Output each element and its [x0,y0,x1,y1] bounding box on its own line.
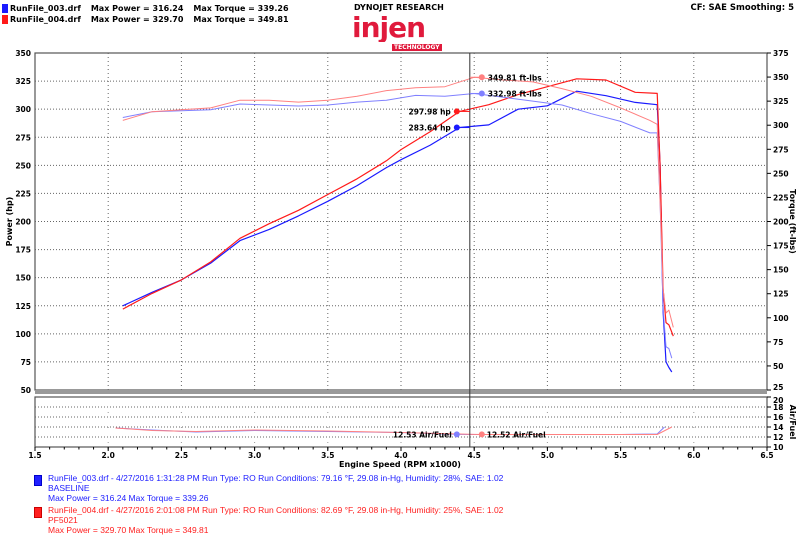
torque-marker-dot [478,90,485,97]
afr-curve-RunFile_004-drf [115,426,673,435]
power-tick-label: 250 [15,161,31,170]
torque-marker-dot [478,74,485,81]
afr-marker-dot [478,431,485,438]
legend-swatch-run-004 [34,507,42,518]
plot-divider [35,391,767,394]
power-tick-label: 100 [15,330,31,339]
x-tick-label: 3.5 [321,451,334,460]
torque-tick-label: 200 [773,218,789,227]
torque-tick-label: 325 [773,97,789,106]
power-marker-label: 297.98 hp [409,107,452,116]
power-tick-label: 275 [15,133,31,142]
x-tick-label: 2.5 [175,451,188,460]
x-tick-label: 6.0 [687,451,700,460]
power-tick-label: 325 [15,77,31,86]
afr-marker-label: 12.52 Air/Fuel [487,430,546,439]
afr-marker-dot [453,431,460,438]
x-tick-label: 6.5 [760,451,773,460]
torque-tick-label: 100 [773,314,789,323]
run-003-max-power: Max Power = 316.24 [90,3,184,13]
torque-tick-label: 250 [773,169,789,178]
afr-tick-label: 16 [773,413,783,422]
afr-tick-label: 18 [773,403,783,412]
power-tick-label: 300 [15,105,31,114]
x-tick-label: 3.0 [248,451,261,460]
afr-marker-label: 12.53 Air/Fuel [393,430,452,439]
legend-run-004-name: PF5021 [48,515,78,525]
x-tick-label: 1.5 [28,451,41,460]
run-003-header: RunFile_003.drf [10,3,81,13]
afr-plot-frame [34,396,768,448]
run-003-header-row: RunFile_003.drf Max Power = 316.24 Max T… [2,3,289,13]
torque-tick-label: 225 [773,193,789,202]
run-004-header-row: RunFile_004.drf Max Power = 329.70 Max T… [2,14,289,24]
run-004-max-torque: Max Torque = 349.81 [193,14,289,24]
torque-tick-label: 50 [773,362,783,371]
x-tick-label: 4.5 [468,451,481,460]
settings-readout: CF: SAE Smoothing: 5 [690,3,795,13]
power-tick-label: 125 [15,302,31,311]
power-tick-label: 175 [15,246,31,255]
torque-axis-label: Torque (ft-lbs) [788,189,797,254]
power-tick-label: 200 [15,218,31,227]
torque-tick-label: 125 [773,290,789,299]
torque-tick-label: 175 [773,242,789,251]
afr-tick-label: 12 [773,433,783,442]
afr-tick-label: 14 [773,423,783,432]
x-tick-label: 4.0 [394,451,407,460]
power-marker-label: 283.64 hp [409,124,452,133]
x-tick-label: 5.0 [541,451,554,460]
power-tick-label: 50 [21,386,31,395]
power-marker-dot [453,124,460,131]
legend-run-004-details: RunFile_004.drf - 4/27/2016 2:01:08 PM R… [48,505,504,515]
legend-swatch-run-003 [34,475,42,486]
injen-logo: injen TECHNOLOGY [352,14,442,51]
run-003-swatch [2,3,8,13]
torque-tick-label: 25 [773,383,783,392]
legend-run-003: RunFile_003.drf - 4/27/2016 1:31:28 PM R… [48,473,503,503]
legend-run-003-max: Max Power = 316.24 Max Torque = 339.26 [48,493,209,503]
torque-tick-label: 150 [773,266,789,275]
legend-run-003-details: RunFile_003.drf - 4/27/2016 1:31:28 PM R… [48,473,504,483]
x-tick-label: 2.0 [102,451,115,460]
x-axis-label: Engine Speed (RPM x1000) [339,460,461,469]
torque-tick-label: 300 [773,121,789,130]
torque-tick-label: 275 [773,145,789,154]
legend-run-003-name: BASELINE [48,483,90,493]
run-004-header: RunFile_004.drf [10,14,81,24]
run-004-max-power: Max Power = 329.70 [90,14,184,24]
afr-axis-label: Air/Fuel [788,405,797,440]
torque-tick-label: 375 [773,49,789,58]
torque-tick-label: 350 [773,73,789,82]
power-axis-label: Power (hp) [5,197,14,247]
torque-marker-label: 332.98 ft-lbs [488,89,542,98]
power-tick-label: 75 [21,358,31,367]
afr-tick-label: 10 [773,443,783,452]
x-tick-label: 5.5 [614,451,627,460]
afr-tick-label: 20 [773,396,783,405]
power-tick-label: 225 [15,189,31,198]
legend-run-004-max: Max Power = 329.70 Max Torque = 349.81 [48,525,209,535]
run-003-max-torque: Max Torque = 339.26 [193,3,289,13]
power-tick-label: 350 [15,49,31,58]
run-004-swatch [2,14,8,24]
power-tick-label: 150 [15,274,31,283]
brand-title: DYNOJET RESEARCH [354,3,444,12]
torque-marker-label: 349.81 ft-lbs [488,73,542,82]
power-marker-dot [453,108,460,115]
legend-run-004: RunFile_004.drf - 4/27/2016 2:01:08 PM R… [48,505,503,535]
torque-tick-label: 75 [773,338,783,347]
